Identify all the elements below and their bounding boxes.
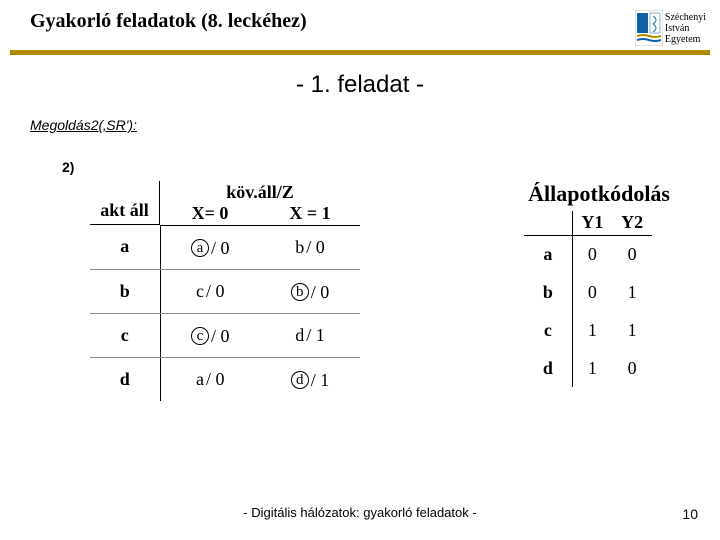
transition-table: akt áll köv.áll/Z X= 0 X = 1 aa/ 0b/ 0bc… xyxy=(90,181,360,401)
col-header-x0: X= 0 xyxy=(160,203,260,225)
university-line2: István xyxy=(665,23,706,34)
encoding-row-state: c xyxy=(524,311,572,349)
encoding-row-state: a xyxy=(524,235,572,273)
col-header-top: köv.áll/Z xyxy=(160,181,360,203)
encoding-cell: 0 xyxy=(572,273,612,311)
col-header-y2: Y2 xyxy=(612,211,652,235)
encoding-cell: 0 xyxy=(612,235,652,273)
encoding-title: Állapotkódolás xyxy=(524,181,670,207)
footer-text: - Digitális hálózatok: gyakorló feladato… xyxy=(0,505,720,520)
university-logo-icon xyxy=(635,10,663,46)
task-subtitle: - 1. feladat - xyxy=(0,71,720,99)
table-cell: d/ 1 xyxy=(260,313,360,357)
encoding-row-state: b xyxy=(524,273,572,311)
page-title: Gyakorló feladatok (8. leckéhez) xyxy=(30,10,307,33)
table-cell: a/ 0 xyxy=(160,225,260,269)
encoding-cell: 1 xyxy=(572,311,612,349)
table-cell: c/ 0 xyxy=(160,313,260,357)
table-cell: d/ 1 xyxy=(260,357,360,401)
table-cell: b/ 0 xyxy=(260,269,360,313)
encoding-cell: 0 xyxy=(612,349,652,387)
encoding-block: Állapotkódolás Y1 Y2 a00b01c11d10 xyxy=(524,181,670,387)
col-header-state: akt áll xyxy=(100,200,149,224)
table-cell: b/ 0 xyxy=(260,225,360,269)
encoding-cell: 1 xyxy=(572,349,612,387)
table-row-state: b xyxy=(90,269,160,313)
solution-label: Megoldás2(‚SR'): xyxy=(30,117,720,133)
step-label: 2) xyxy=(62,159,720,175)
table-row-state: a xyxy=(90,225,160,269)
encoding-cell: 1 xyxy=(612,311,652,349)
accent-bar xyxy=(10,50,710,55)
table-row-state: c xyxy=(90,313,160,357)
encoding-cell: 0 xyxy=(572,235,612,273)
col-header-x1: X = 1 xyxy=(260,203,360,225)
university-line1: Széchenyi xyxy=(665,12,706,23)
table-row-state: d xyxy=(90,357,160,401)
col-header-y1: Y1 xyxy=(572,211,612,235)
encoding-table: Y1 Y2 a00b01c11d10 xyxy=(524,211,652,387)
university-block: Széchenyi István Egyetem xyxy=(635,10,706,46)
page-number: 10 xyxy=(682,506,698,522)
university-line3: Egyetem xyxy=(665,34,706,45)
table-cell: c/ 0 xyxy=(160,269,260,313)
table-cell: a/ 0 xyxy=(160,357,260,401)
encoding-cell: 1 xyxy=(612,273,652,311)
encoding-row-state: d xyxy=(524,349,572,387)
